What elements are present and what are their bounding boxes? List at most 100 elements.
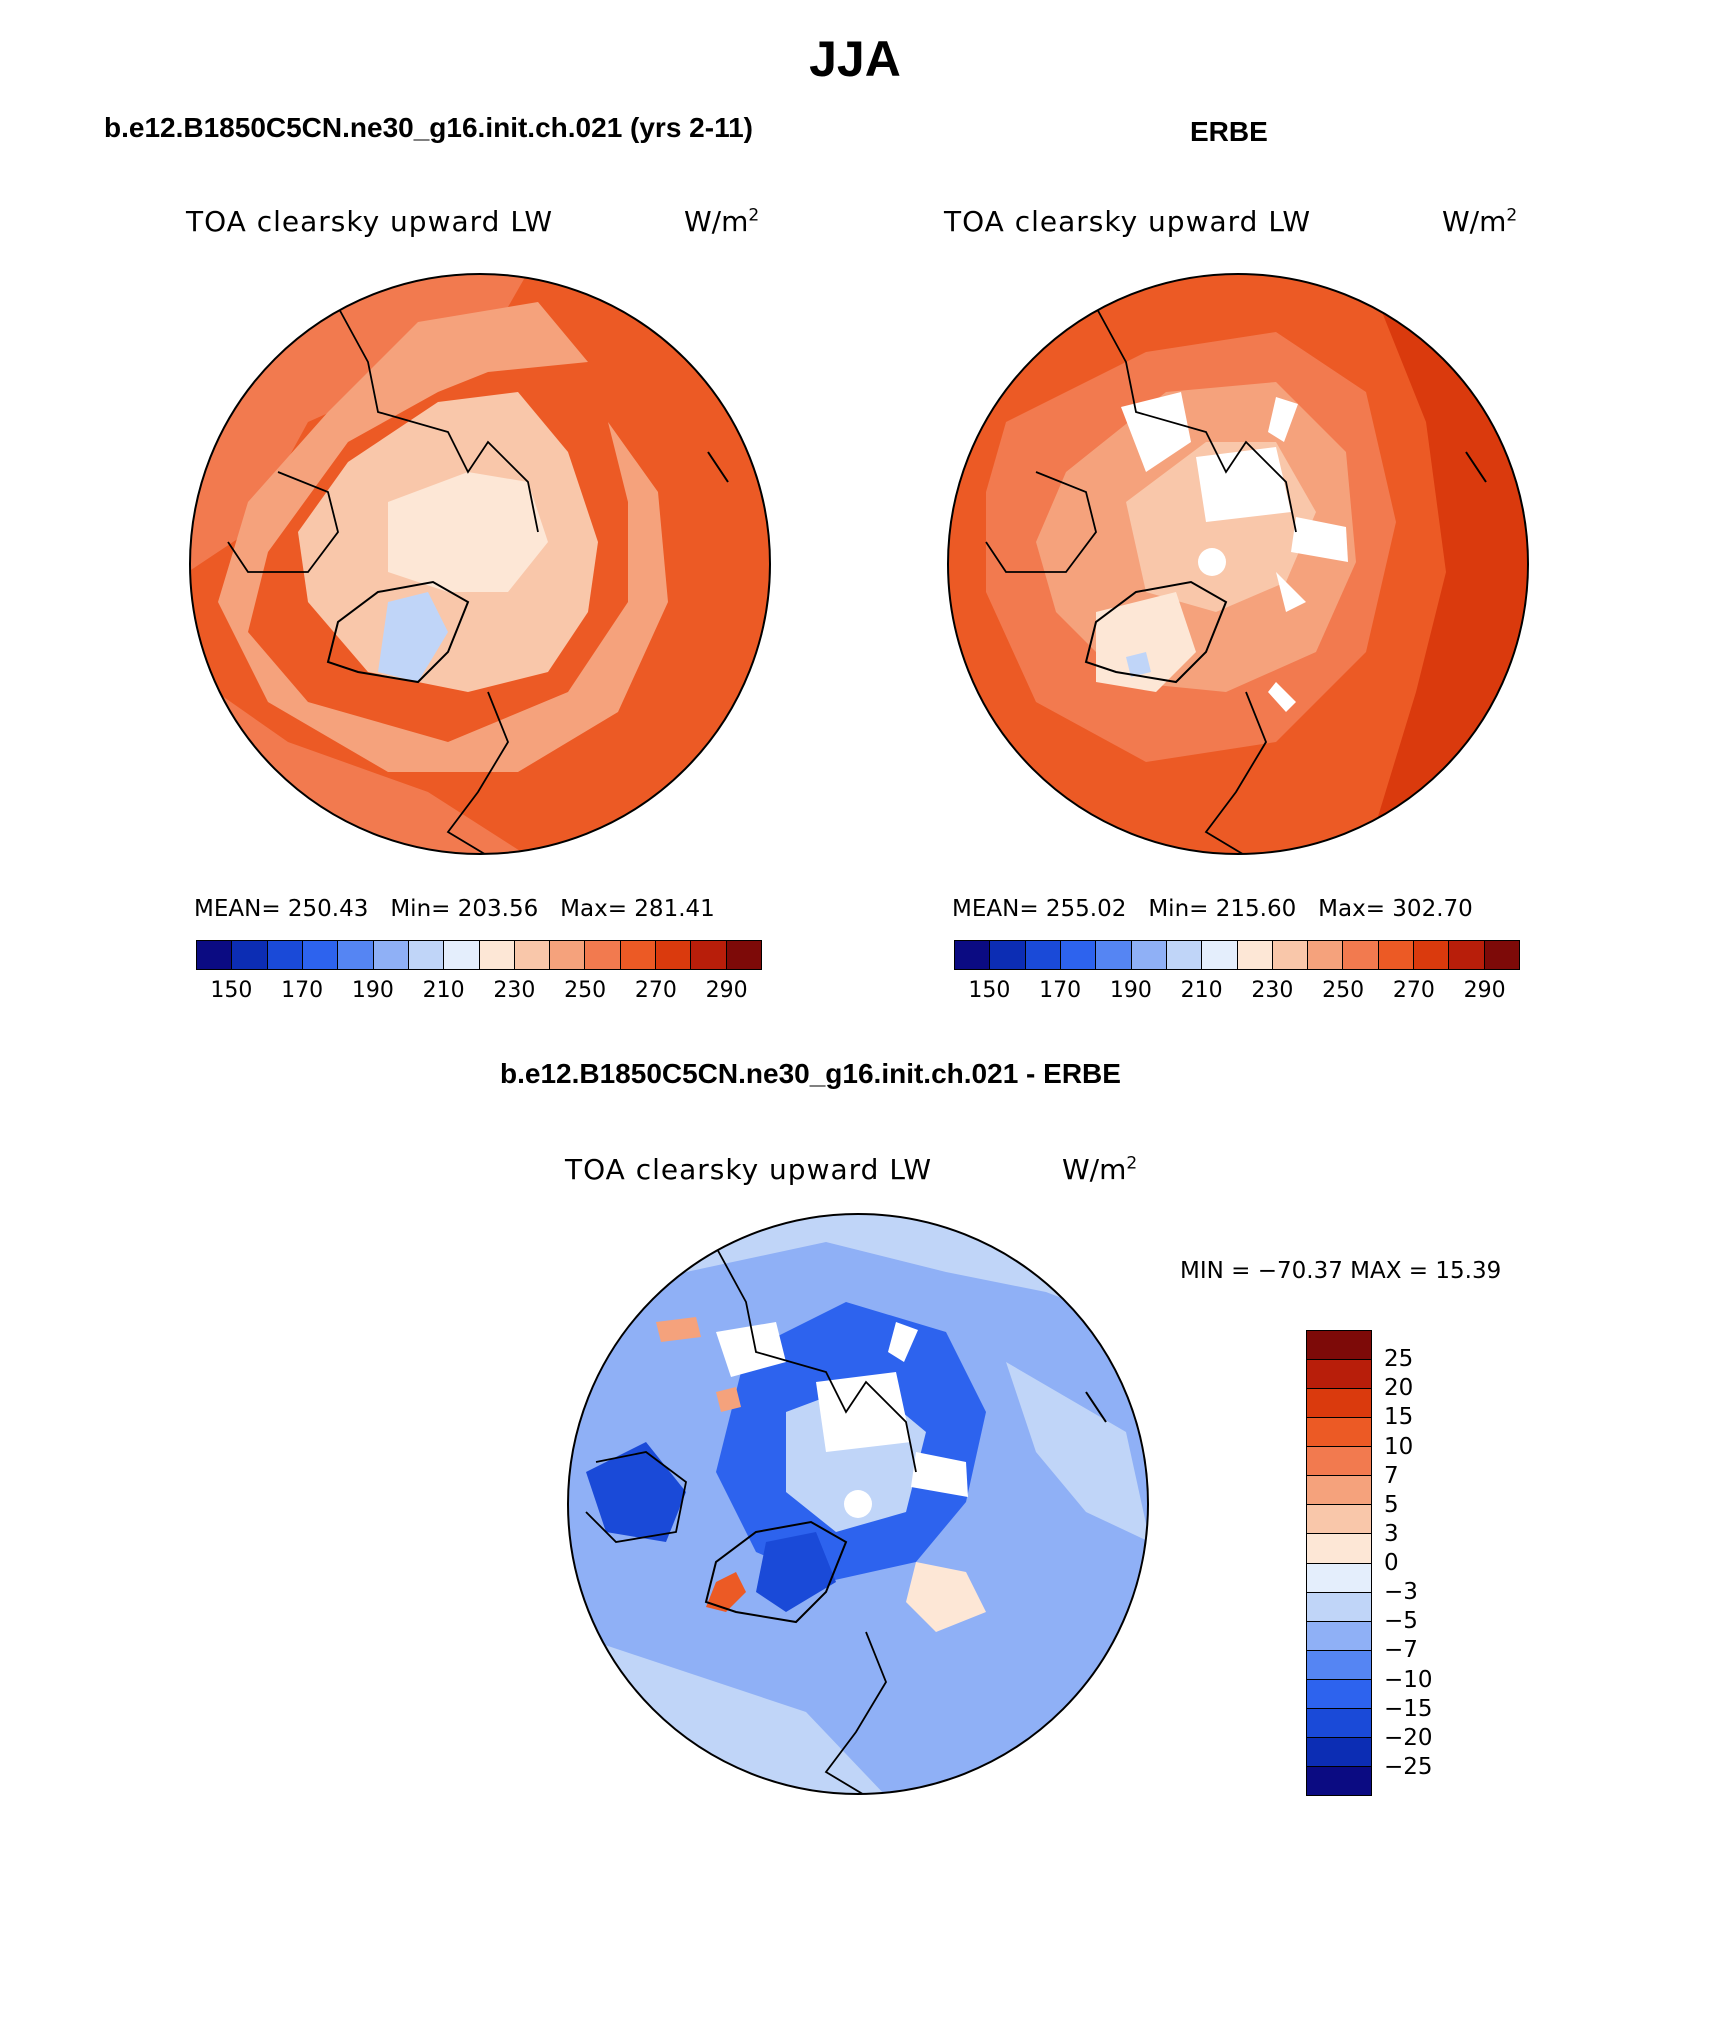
obs-field-greenland-low	[1126, 652, 1151, 677]
diff-pole-hole	[844, 1490, 872, 1518]
diff-colorbar-box	[1307, 1621, 1371, 1651]
model-colorbar-box	[302, 941, 339, 969]
obs-stats: MEAN= 255.02 Min= 215.60 Max= 302.70	[952, 896, 1473, 922]
obs-unit: W/m2	[1442, 205, 1518, 238]
model-colorbar-box	[620, 941, 657, 969]
model-colorbar-tick-label: 170	[281, 978, 324, 1003]
model-map-border	[189, 273, 771, 855]
diff-colorbar-tick-label: 5	[1384, 1491, 1399, 1518]
diff-colorbar-box	[1307, 1563, 1371, 1593]
diff-coast-europe	[824, 1631, 888, 1794]
diff-coast-asia	[715, 1246, 917, 1473]
obs-missing-wedge-5	[1276, 572, 1306, 612]
model-colorbar-box	[444, 941, 480, 969]
diff-colorbar-box	[1307, 1447, 1371, 1477]
model-colorbar-box	[232, 941, 268, 969]
diff-colorbar-ticks: 25 20 15 10 7 5 3 0 −3 −5 −7 −10 −15 −20 −25	[1384, 1330, 1464, 1794]
obs-coast-alaska	[1465, 451, 1487, 483]
obs-map-border	[947, 273, 1529, 855]
obs-colorbar-tick-label: 230	[1251, 978, 1294, 1003]
model-coast-greenland	[326, 580, 470, 684]
diff-colorbar-tick-label: 15	[1384, 1404, 1414, 1431]
obs-coast-europe	[1204, 691, 1268, 854]
obs-colorbar-box	[1060, 941, 1097, 969]
model-stats: MEAN= 250.43 Min= 203.56 Max= 281.41	[194, 896, 715, 922]
obs-colorbar-box	[1096, 941, 1132, 969]
diff-colorbar-tick-label: 0	[1384, 1550, 1399, 1576]
diff-polar-map	[567, 1213, 1149, 1795]
obs-colorbar-box	[1449, 941, 1485, 969]
diff-field-pos-3	[906, 1562, 986, 1632]
diff-coast-canada	[585, 1451, 687, 1543]
diff-field-canada-neg	[586, 1442, 686, 1542]
model-colorbar-tick-label: 150	[210, 978, 253, 1003]
diff-colorbar-tick-label: −25	[1384, 1753, 1433, 1780]
model-coast-asia	[337, 306, 539, 533]
obs-coast-asia	[1095, 306, 1297, 533]
diff-colorbar-tick-label: 3	[1384, 1520, 1399, 1547]
obs-plot-title: TOA clearsky upward LW	[944, 205, 1312, 238]
diff-colorbar-box	[1307, 1476, 1371, 1506]
diff-colorbar-box	[1307, 1737, 1371, 1767]
obs-polar-map	[947, 273, 1529, 855]
diff-coast-alaska	[1085, 1391, 1107, 1423]
model-colorbar-box	[691, 941, 727, 969]
obs-colorbar-box	[1378, 941, 1415, 969]
diff-colorbar-box	[1307, 1766, 1371, 1795]
model-colorbar-tick-label: 230	[493, 978, 536, 1003]
model-colorbar	[196, 940, 762, 970]
diff-colorbar-tick-label: 10	[1384, 1433, 1414, 1460]
obs-colorbar-tick-label: 170	[1039, 978, 1082, 1003]
obs-colorbar-tick-label: 270	[1392, 978, 1435, 1003]
obs-coast-canada	[985, 471, 1097, 573]
obs-colorbar-box	[1202, 941, 1238, 969]
diff-colorbar-tick-label: −3	[1384, 1579, 1418, 1606]
diff-colorbar-box	[1307, 1708, 1371, 1738]
model-polar-map	[189, 273, 771, 855]
obs-colorbar	[954, 940, 1520, 970]
obs-colorbar-tick-label: 290	[1463, 978, 1506, 1003]
obs-colorbar-box	[1237, 941, 1273, 969]
diff-map-border	[567, 1213, 1149, 1795]
obs-colorbar-tick-label: 190	[1109, 978, 1152, 1003]
model-colorbar-tick-label: 250	[564, 978, 607, 1003]
obs-pole-hole	[1198, 548, 1226, 576]
diff-colorbar-tick-label: −7	[1384, 1637, 1418, 1664]
model-colorbar-box	[408, 941, 445, 969]
diff-plot-title: TOA clearsky upward LW	[565, 1153, 933, 1186]
obs-colorbar-box	[1308, 941, 1344, 969]
model-plot-title: TOA clearsky upward LW	[186, 205, 554, 238]
model-colorbar-box	[585, 941, 621, 969]
diff-colorbar-box	[1307, 1505, 1371, 1535]
diff-minmax: MIN = −70.37 MAX = 15.39	[1180, 1258, 1502, 1284]
obs-colorbar-box	[1414, 941, 1450, 969]
obs-colorbar-tick-label: 210	[1180, 978, 1223, 1003]
diff-field-pos-2	[716, 1387, 741, 1412]
diff-colorbar-tick-label: −15	[1384, 1695, 1433, 1722]
model-colorbar-box	[656, 941, 692, 969]
model-colorbar-box	[479, 941, 515, 969]
diff-colorbar-box	[1307, 1331, 1371, 1361]
diff-colorbar-tick-label: 20	[1384, 1375, 1414, 1402]
obs-colorbar-box	[1272, 941, 1309, 969]
diff-colorbar-box	[1307, 1650, 1371, 1680]
diff-missing-wedge-1	[716, 1322, 786, 1377]
diff-missing-wedge-2	[816, 1372, 911, 1452]
model-unit: W/m2	[684, 205, 760, 238]
diff-coast-greenland	[704, 1520, 848, 1624]
diff-missing-wedge-3	[888, 1322, 918, 1362]
diff-unit: W/m2	[1062, 1153, 1138, 1186]
main-title: JJA	[809, 31, 901, 87]
diff-field-east-light	[1006, 1362, 1148, 1542]
diff-colorbar	[1306, 1330, 1372, 1796]
diff-colorbar-box	[1307, 1389, 1371, 1419]
obs-colorbar-box	[1166, 941, 1203, 969]
model-case-title: b.e12.B1850C5CN.ne30_g16.init.ch.021 (yr…	[104, 112, 754, 143]
obs-case-title: ERBE	[1190, 116, 1268, 147]
diff-field-pos-4	[656, 1317, 701, 1342]
model-coast-canada	[227, 471, 339, 573]
obs-colorbar-box	[955, 941, 991, 969]
obs-coast-greenland	[1084, 580, 1228, 684]
model-colorbar-tick-label: 210	[422, 978, 465, 1003]
diff-colorbar-box	[1307, 1592, 1371, 1622]
